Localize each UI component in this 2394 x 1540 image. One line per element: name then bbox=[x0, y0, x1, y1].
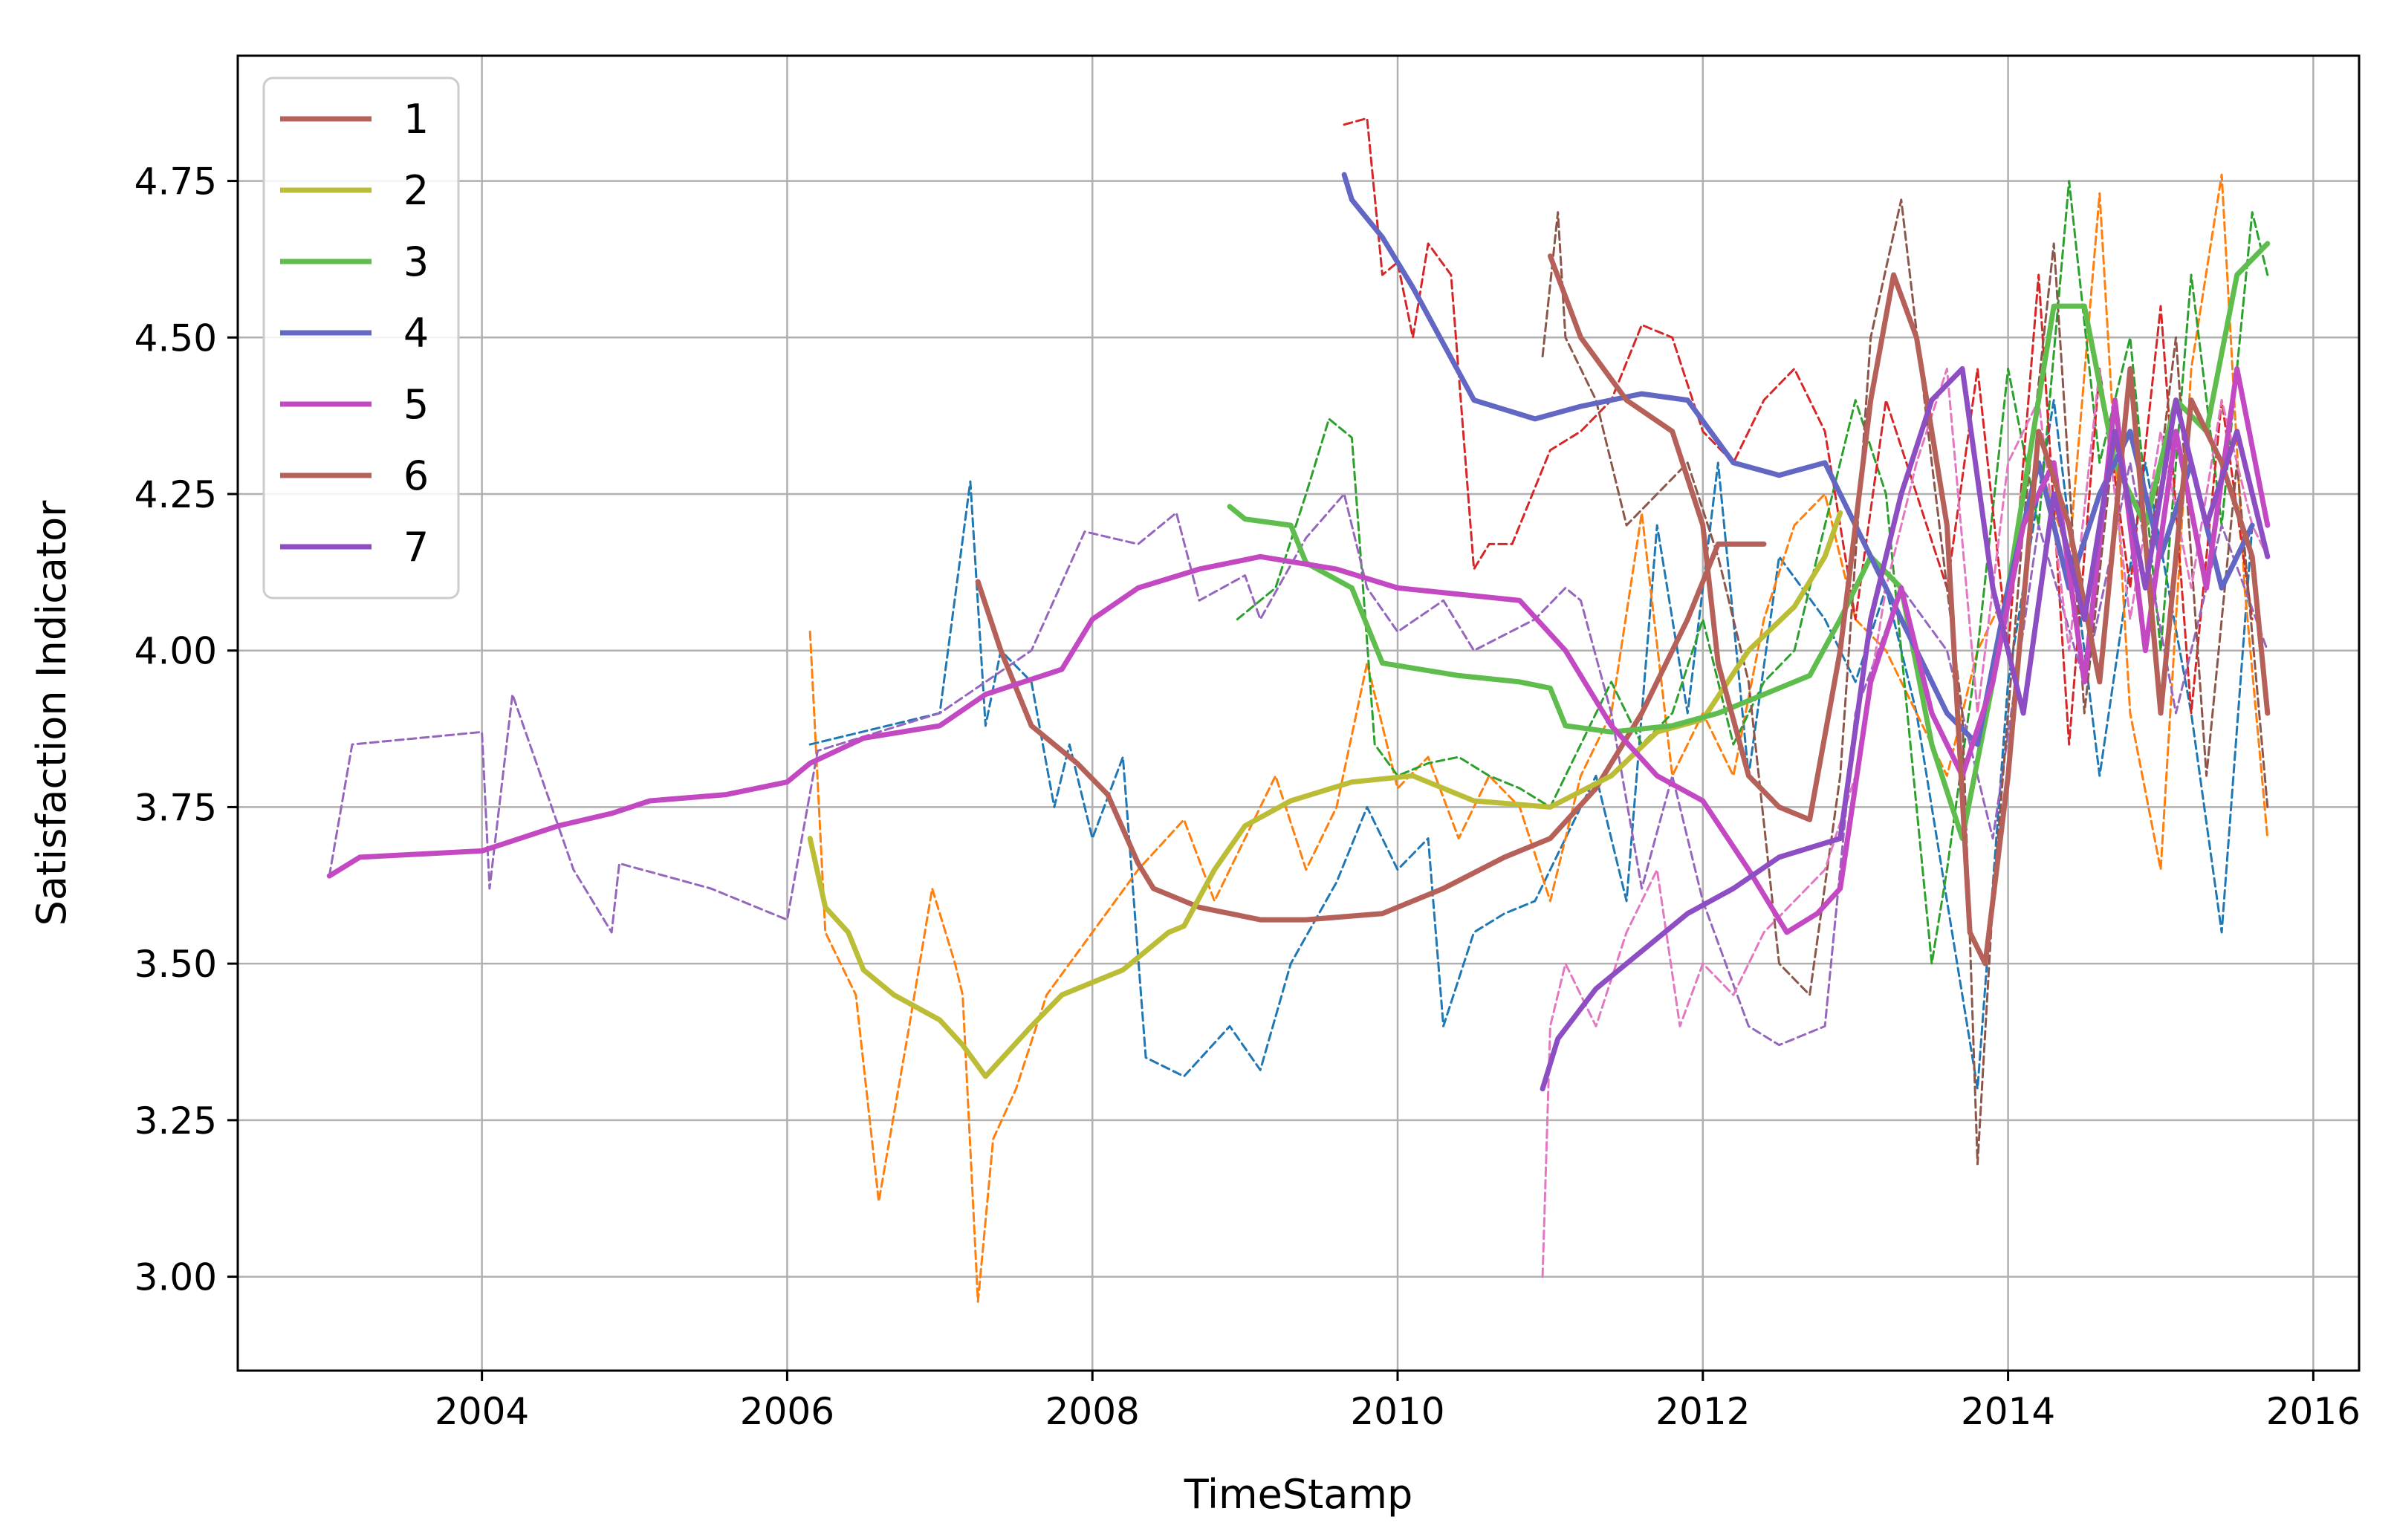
dashed-series-line bbox=[328, 461, 2269, 1047]
plot-frame bbox=[236, 54, 2361, 1372]
legend-label-3: 3 bbox=[403, 238, 429, 285]
legend-label-6: 6 bbox=[403, 452, 429, 499]
x-tick-label: 2014 bbox=[1961, 1390, 2055, 1433]
y-tick-label: 3.50 bbox=[134, 943, 217, 986]
y-tick-label: 3.25 bbox=[134, 1099, 217, 1143]
x-axis-title: TimeStamp bbox=[1184, 1471, 1413, 1518]
y-tick-label: 3.75 bbox=[134, 786, 217, 829]
x-tick-label: 2010 bbox=[1350, 1390, 1444, 1433]
legend-box bbox=[262, 77, 460, 600]
axis-ticks: 2004 2006 2008 2010 2012 2014 2016 3.00 3.25 3.50… bbox=[134, 160, 2361, 1433]
legend-label-4: 4 bbox=[403, 310, 429, 357]
x-tick-label: 2012 bbox=[1655, 1390, 1750, 1433]
x-tick-label: 2004 bbox=[435, 1390, 529, 1433]
y-tick-label: 4.75 bbox=[134, 160, 217, 204]
y-tick-label: 3.00 bbox=[134, 1256, 217, 1299]
y-axis-title: Satisfaction Indicator bbox=[28, 500, 75, 926]
legend: 1 2 3 4 5 6 7 bbox=[262, 77, 460, 600]
x-tick-label: 2008 bbox=[1045, 1390, 1140, 1433]
series-line-5 bbox=[326, 365, 2271, 935]
y-tick-label: 4.50 bbox=[134, 316, 217, 360]
series-line-6 bbox=[1547, 253, 2271, 966]
series-line-7 bbox=[1540, 365, 2271, 1092]
plot-area bbox=[326, 117, 2271, 1303]
y-tick-label: 4.00 bbox=[134, 630, 217, 673]
legend-label-2: 2 bbox=[403, 167, 429, 214]
legend-label-5: 5 bbox=[403, 381, 429, 428]
x-tick-label: 2006 bbox=[740, 1390, 834, 1433]
legend-label-7: 7 bbox=[403, 524, 429, 571]
x-tick-label: 2016 bbox=[2266, 1390, 2361, 1433]
legend-label-1: 1 bbox=[403, 96, 429, 143]
series-line-1 bbox=[975, 541, 1767, 923]
dashed-series-line bbox=[1343, 117, 2254, 746]
y-tick-label: 4.25 bbox=[134, 473, 217, 516]
